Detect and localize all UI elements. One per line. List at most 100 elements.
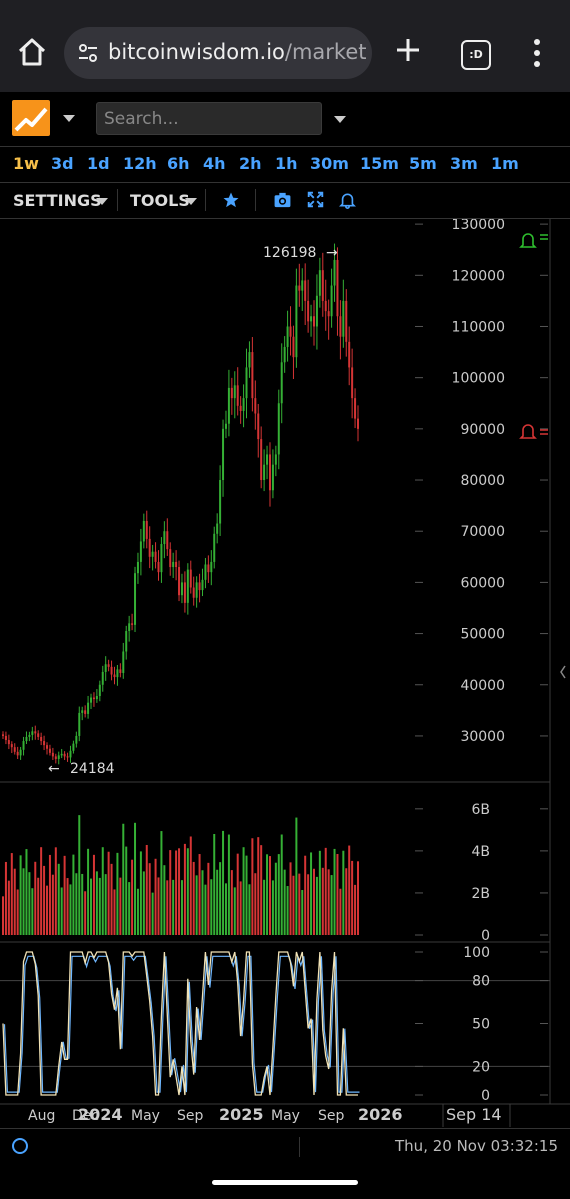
tab-switcher-button[interactable]: :D — [461, 40, 491, 70]
volume-bar — [207, 862, 210, 935]
candle-body — [72, 743, 75, 751]
price-tick-label: 60000 — [460, 575, 505, 591]
volume-bar — [90, 878, 93, 935]
collapse-panel-chevron-icon[interactable] — [560, 665, 566, 679]
timeframe-12h[interactable]: 12h — [123, 154, 157, 173]
toolbar-divider — [117, 189, 118, 211]
timeframe-15m[interactable]: 15m — [360, 154, 399, 173]
candle-body — [37, 733, 40, 737]
oscillator-tick-label: 20 — [472, 1059, 490, 1075]
site-settings-icon[interactable] — [76, 41, 100, 65]
volume-tick-label: 2B — [471, 886, 490, 902]
alert-bell-green-icon[interactable] — [519, 233, 548, 248]
volume-bar — [292, 875, 295, 935]
timeframe-1w[interactable]: 1w — [13, 154, 39, 173]
volume-tick-label: 4B — [471, 844, 490, 860]
volume-bar — [160, 831, 163, 935]
timeframe-4h[interactable]: 4h — [203, 154, 226, 173]
candle-body — [198, 582, 201, 591]
volume-bar — [304, 855, 307, 935]
url-domain: bitcoinwisdom.io — [108, 40, 285, 64]
volume-bar — [327, 869, 330, 935]
x-axis-label: May — [131, 1108, 160, 1124]
timeframe-5m[interactable]: 5m — [409, 154, 437, 173]
candle-body — [98, 684, 101, 697]
candle-body — [239, 405, 242, 411]
app-logo[interactable] — [12, 100, 50, 136]
new-tab-icon[interactable] — [392, 34, 424, 66]
settings-menu-button[interactable]: SETTINGS — [13, 191, 102, 210]
candle-body — [251, 352, 254, 399]
home-icon[interactable] — [14, 34, 50, 70]
volume-bar — [57, 863, 60, 935]
candle-body — [92, 697, 95, 700]
volume-bar — [242, 847, 245, 935]
volume-bar — [345, 868, 348, 935]
volume-bar — [125, 846, 128, 935]
url-text: bitcoinwisdom.io/markets/ — [108, 40, 366, 64]
candle-body — [222, 428, 225, 481]
candle-body — [166, 531, 169, 550]
candle-body — [312, 316, 315, 327]
address-bar[interactable]: bitcoinwisdom.io/markets/ — [64, 27, 372, 79]
fullscreen-icon[interactable] — [307, 191, 324, 208]
timeframe-1m[interactable]: 1m — [491, 154, 519, 173]
volume-bar — [230, 870, 233, 935]
more-options-icon[interactable] — [532, 38, 542, 68]
volume-bar — [201, 870, 204, 935]
volume-bar — [286, 886, 289, 935]
timeframe-2h[interactable]: 2h — [239, 154, 262, 173]
candle-body — [307, 300, 310, 322]
volume-bar — [339, 888, 342, 935]
volume-bar — [131, 859, 134, 935]
volume-bar — [336, 853, 339, 935]
alert-bell-red-icon[interactable] — [519, 424, 548, 439]
tools-menu-button[interactable]: TOOLS — [130, 191, 190, 210]
volume-bar — [277, 854, 280, 935]
volume-bar — [134, 822, 137, 935]
candle-body — [204, 564, 207, 580]
volume-bar — [324, 847, 327, 935]
volume-bar — [154, 858, 157, 935]
candle-body — [195, 582, 198, 598]
volume-bar — [183, 843, 186, 935]
search-input[interactable]: Search... — [96, 102, 322, 135]
candle-body — [134, 573, 137, 625]
search-dropdown-chevron-icon[interactable] — [334, 116, 346, 123]
volume-bar — [151, 892, 154, 935]
candle-body — [266, 454, 269, 465]
volume-bar — [227, 834, 230, 935]
timeframe-1d[interactable]: 1d — [87, 154, 110, 173]
volume-bar — [28, 872, 31, 935]
volume-bar — [157, 877, 160, 935]
gear-icon[interactable] — [12, 1138, 28, 1154]
volume-bar — [10, 853, 13, 935]
bell-icon[interactable] — [339, 191, 356, 209]
price-chart[interactable]: 3000040000500006000070000800009000010000… — [0, 219, 570, 1127]
volume-tick-label: 6B — [471, 802, 490, 818]
candle-body — [327, 311, 330, 317]
candle-body — [227, 387, 230, 424]
volume-bar — [51, 874, 54, 935]
candle-body — [28, 734, 31, 737]
candle-body — [351, 367, 354, 399]
volume-bar — [189, 836, 192, 935]
volume-bar — [101, 847, 104, 935]
timeframe-6h[interactable]: 6h — [167, 154, 190, 173]
star-icon[interactable] — [222, 191, 240, 209]
volume-bar — [266, 854, 269, 935]
candle-body — [233, 385, 236, 399]
volume-bar — [34, 861, 37, 935]
timeframe-3d[interactable]: 3d — [51, 154, 74, 173]
timeframe-30m[interactable]: 30m — [310, 154, 349, 173]
logo-menu-chevron-icon[interactable] — [63, 115, 75, 122]
camera-icon[interactable] — [273, 191, 292, 209]
candle-body — [25, 736, 28, 742]
volume-bar — [254, 873, 257, 935]
candle-body — [274, 454, 277, 465]
timeframe-1h[interactable]: 1h — [275, 154, 298, 173]
volume-bar — [175, 850, 178, 935]
volume-bar — [66, 878, 69, 935]
timeframe-3m[interactable]: 3m — [450, 154, 478, 173]
gesture-home-bar[interactable] — [212, 1180, 358, 1185]
